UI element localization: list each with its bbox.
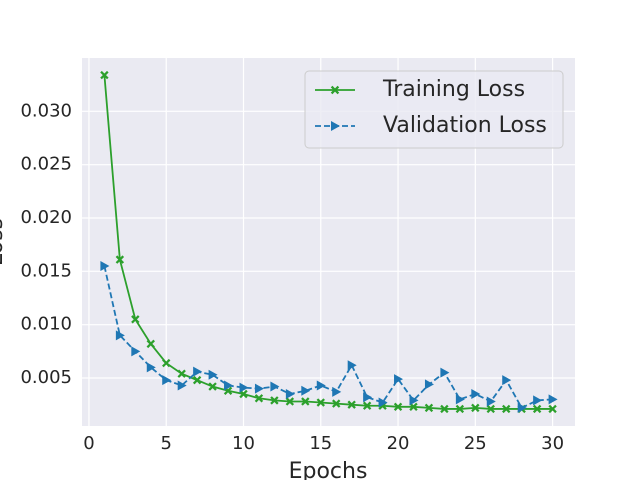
marker bbox=[502, 404, 511, 414]
marker bbox=[239, 389, 248, 399]
marker bbox=[285, 389, 295, 399]
marker bbox=[330, 85, 340, 95]
marker bbox=[208, 382, 217, 391]
series bbox=[100, 70, 558, 414]
marker bbox=[332, 399, 341, 408]
marker bbox=[424, 403, 434, 413]
marker bbox=[440, 404, 449, 414]
marker bbox=[270, 381, 280, 392]
marker bbox=[224, 380, 234, 391]
x-tick-label: 0 bbox=[83, 433, 94, 454]
y-tick-label: 0.015 bbox=[20, 260, 72, 281]
marker bbox=[394, 374, 404, 385]
marker bbox=[409, 395, 419, 406]
marker bbox=[285, 397, 295, 406]
marker bbox=[192, 375, 202, 385]
marker bbox=[332, 386, 342, 397]
marker bbox=[409, 402, 418, 411]
marker bbox=[115, 255, 125, 264]
marker bbox=[363, 392, 373, 403]
marker bbox=[146, 339, 155, 349]
marker bbox=[331, 121, 340, 131]
marker bbox=[502, 375, 512, 386]
marker bbox=[100, 261, 110, 271]
marker bbox=[316, 380, 326, 391]
marker bbox=[146, 362, 156, 373]
marker bbox=[548, 394, 558, 405]
marker bbox=[301, 385, 311, 396]
marker bbox=[131, 346, 141, 357]
marker bbox=[532, 404, 542, 414]
marker bbox=[486, 396, 496, 407]
marker bbox=[347, 360, 357, 371]
marker bbox=[486, 404, 495, 414]
marker bbox=[177, 369, 186, 378]
legend: Training Loss Validation Loss bbox=[304, 70, 564, 149]
x-tick-label: 10 bbox=[232, 433, 255, 454]
marker bbox=[115, 330, 125, 341]
y-axis-label: Loss bbox=[0, 218, 8, 266]
marker bbox=[424, 379, 434, 390]
marker bbox=[471, 389, 481, 399]
y-tick-label: 0.010 bbox=[20, 314, 72, 335]
marker bbox=[193, 366, 203, 377]
marker bbox=[254, 394, 264, 403]
marker bbox=[440, 367, 450, 378]
marker bbox=[100, 70, 109, 80]
marker bbox=[533, 395, 543, 406]
marker bbox=[301, 397, 310, 406]
marker bbox=[378, 397, 388, 408]
marker bbox=[455, 394, 465, 405]
marker bbox=[347, 400, 356, 409]
x-tick-label: 30 bbox=[541, 433, 564, 454]
marker bbox=[239, 382, 249, 393]
marker bbox=[316, 398, 325, 407]
marker bbox=[177, 380, 187, 391]
y-tick-label: 0.030 bbox=[20, 100, 72, 121]
y-tick-label: 0.025 bbox=[20, 154, 72, 175]
marker bbox=[548, 404, 557, 414]
marker bbox=[362, 401, 372, 410]
x-tick-label: 5 bbox=[161, 433, 172, 454]
x-tick-label: 15 bbox=[309, 433, 332, 454]
marker bbox=[162, 358, 171, 368]
marker bbox=[208, 369, 218, 380]
x-tick-label: 20 bbox=[387, 433, 410, 454]
legend-label: Validation Loss bbox=[383, 113, 547, 138]
marker bbox=[455, 404, 465, 414]
y-tick-label: 0.020 bbox=[20, 207, 72, 228]
y-tick-label: 0.005 bbox=[20, 367, 72, 388]
marker bbox=[393, 402, 403, 411]
marker bbox=[270, 396, 279, 405]
marker bbox=[131, 315, 140, 324]
marker bbox=[254, 383, 264, 394]
x-tick-label: 25 bbox=[464, 433, 487, 454]
marker bbox=[517, 402, 527, 413]
marker bbox=[162, 375, 172, 386]
legend-label: Training Loss bbox=[382, 77, 525, 102]
x-axis-label: Epochs bbox=[289, 459, 368, 480]
marker bbox=[471, 403, 480, 413]
legend-box bbox=[304, 70, 564, 149]
